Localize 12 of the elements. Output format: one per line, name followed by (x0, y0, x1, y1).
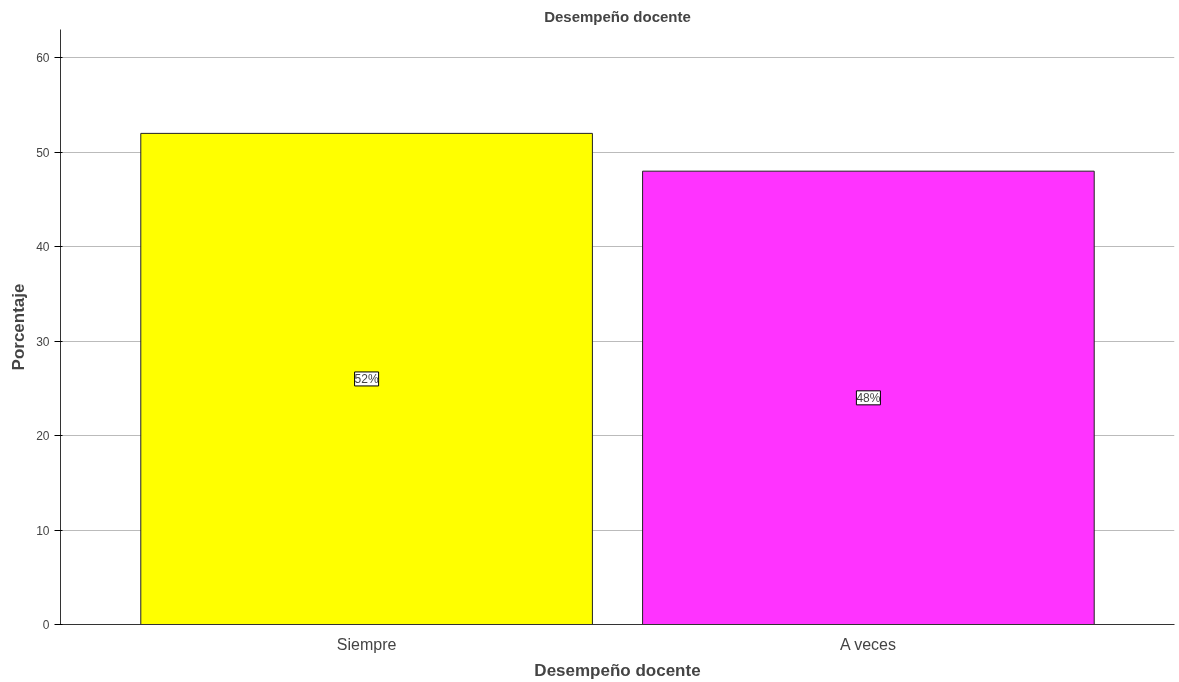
y-tick-label: 60 (36, 51, 50, 66)
y-tick-label: 40 (36, 240, 50, 255)
chart-title: Desempeño docente (544, 7, 691, 25)
y-tick-label: 10 (36, 523, 50, 538)
y-tick-label: 20 (36, 429, 50, 444)
y-axis-title: Porcentaje (9, 283, 29, 371)
y-tick-label: 50 (36, 145, 50, 160)
y-tick-label: 0 (42, 618, 50, 632)
y-tick-label: 30 (36, 334, 50, 349)
x-tick-label: A veces (839, 635, 896, 653)
x-axis-title: Desempeño docente (534, 660, 701, 680)
x-tick-label: Siempre (336, 635, 397, 653)
